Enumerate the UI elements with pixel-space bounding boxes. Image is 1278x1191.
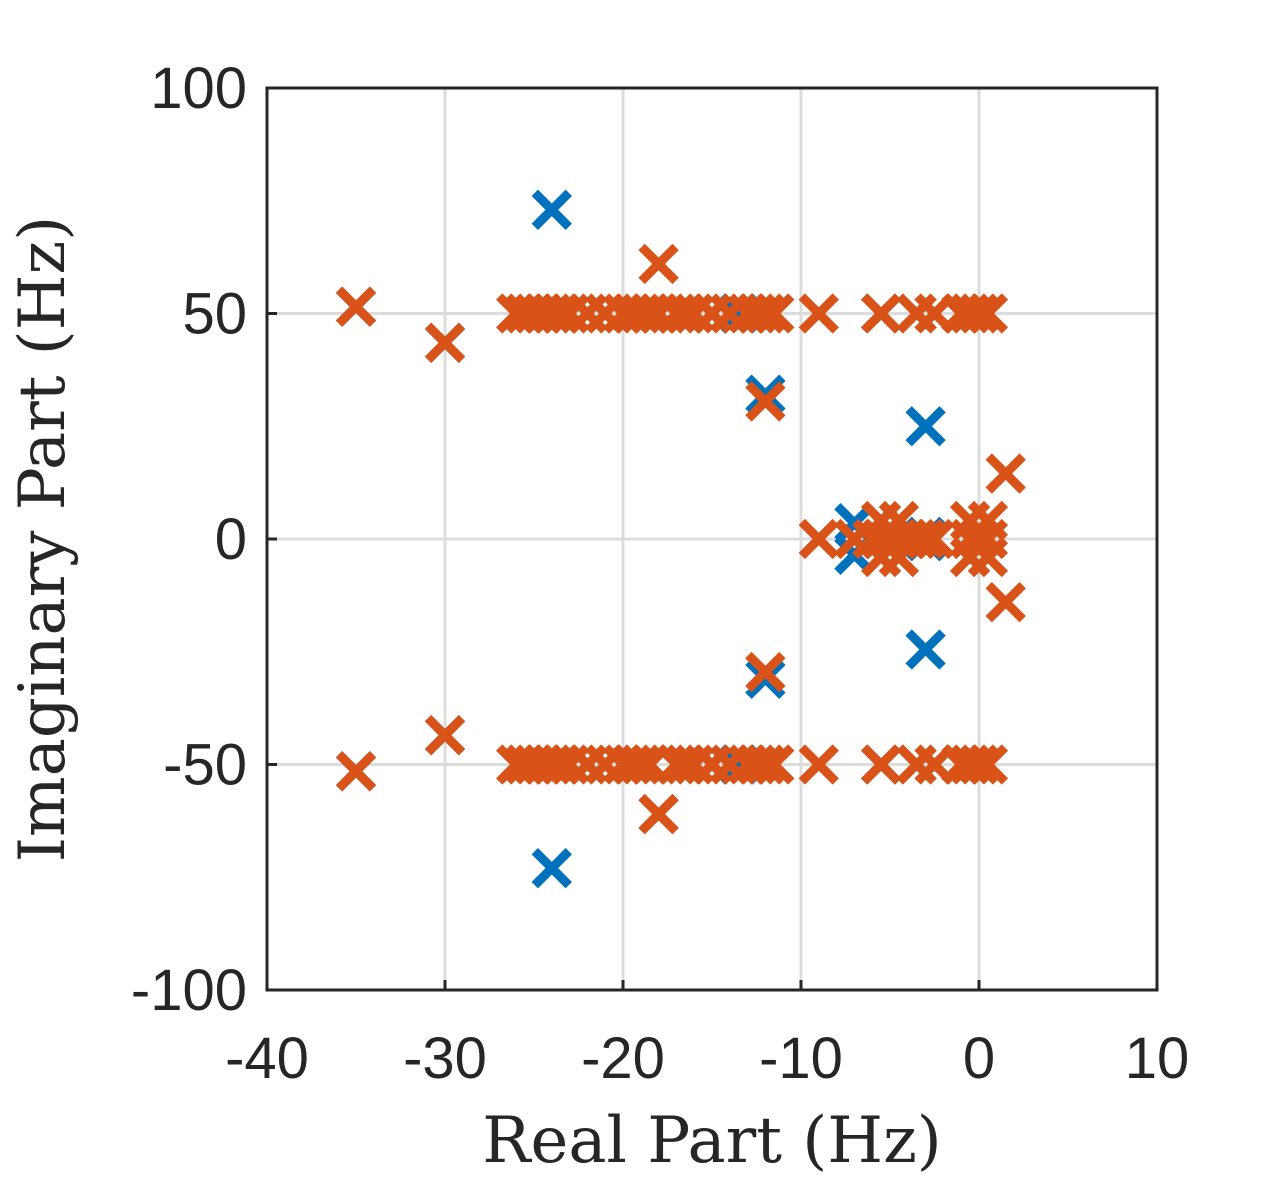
series-0-marker: [531, 848, 572, 889]
x-tick-label: -10: [759, 1026, 843, 1091]
series-1-marker: [860, 293, 902, 334]
y-tick-label: -50: [163, 733, 247, 798]
series-1-marker: [745, 381, 786, 422]
series-1-marker: [745, 293, 786, 334]
series-1-marker: [745, 744, 786, 785]
series-1-marker: [878, 500, 920, 542]
series-1-marker: [967, 536, 1009, 578]
series-1: [335, 243, 1026, 835]
series-1-marker: [985, 453, 1026, 494]
series-1-marker: [798, 293, 839, 334]
series-1-marker: [638, 793, 679, 835]
series-1-marker: [958, 293, 1000, 334]
y-axis-label: Imaginary Part (Hz): [6, 216, 80, 863]
series-0-marker: [745, 658, 786, 699]
x-axis-label: Real Part (Hz): [482, 1104, 942, 1178]
series-layer: [335, 189, 1026, 889]
y-tick-label: -100: [131, 958, 247, 1023]
series-1-marker: [754, 744, 795, 785]
y-tick-label: 100: [150, 56, 247, 121]
series-1-marker: [335, 751, 377, 792]
x-tick-label: -20: [581, 1026, 665, 1091]
series-0-marker: [905, 629, 946, 670]
series-1-marker: [860, 744, 902, 785]
series-1-marker: [745, 651, 786, 693]
x-tick-label: 10: [1125, 1026, 1190, 1091]
series-1-marker: [754, 293, 795, 334]
series-1-marker: [967, 500, 1009, 542]
series-1-marker: [335, 286, 377, 327]
series-1-marker: [967, 744, 1009, 785]
series-1-marker: [638, 243, 679, 285]
x-tick-label: 0: [963, 1026, 995, 1091]
series-1-marker: [958, 744, 1000, 785]
x-tick-label: -40: [225, 1026, 309, 1091]
series-0-marker: [905, 406, 946, 447]
y-tick-label: 0: [215, 507, 247, 572]
series-1-marker: [905, 518, 946, 560]
series-0-marker: [531, 189, 572, 230]
series-1-marker: [798, 744, 839, 785]
series-1-marker: [798, 518, 839, 560]
series-1-marker: [967, 293, 1009, 334]
series-1-marker: [424, 322, 466, 363]
grid: [265, 86, 1159, 992]
series-1-marker: [985, 581, 1026, 623]
y-tick-label: 50: [182, 282, 247, 347]
series-1-marker: [914, 518, 955, 560]
series-0-marker: [745, 374, 786, 415]
x-tick-label: -30: [403, 1026, 487, 1091]
series-1-marker: [878, 536, 920, 578]
series-1-marker: [620, 744, 661, 785]
series-1-marker: [424, 715, 466, 756]
